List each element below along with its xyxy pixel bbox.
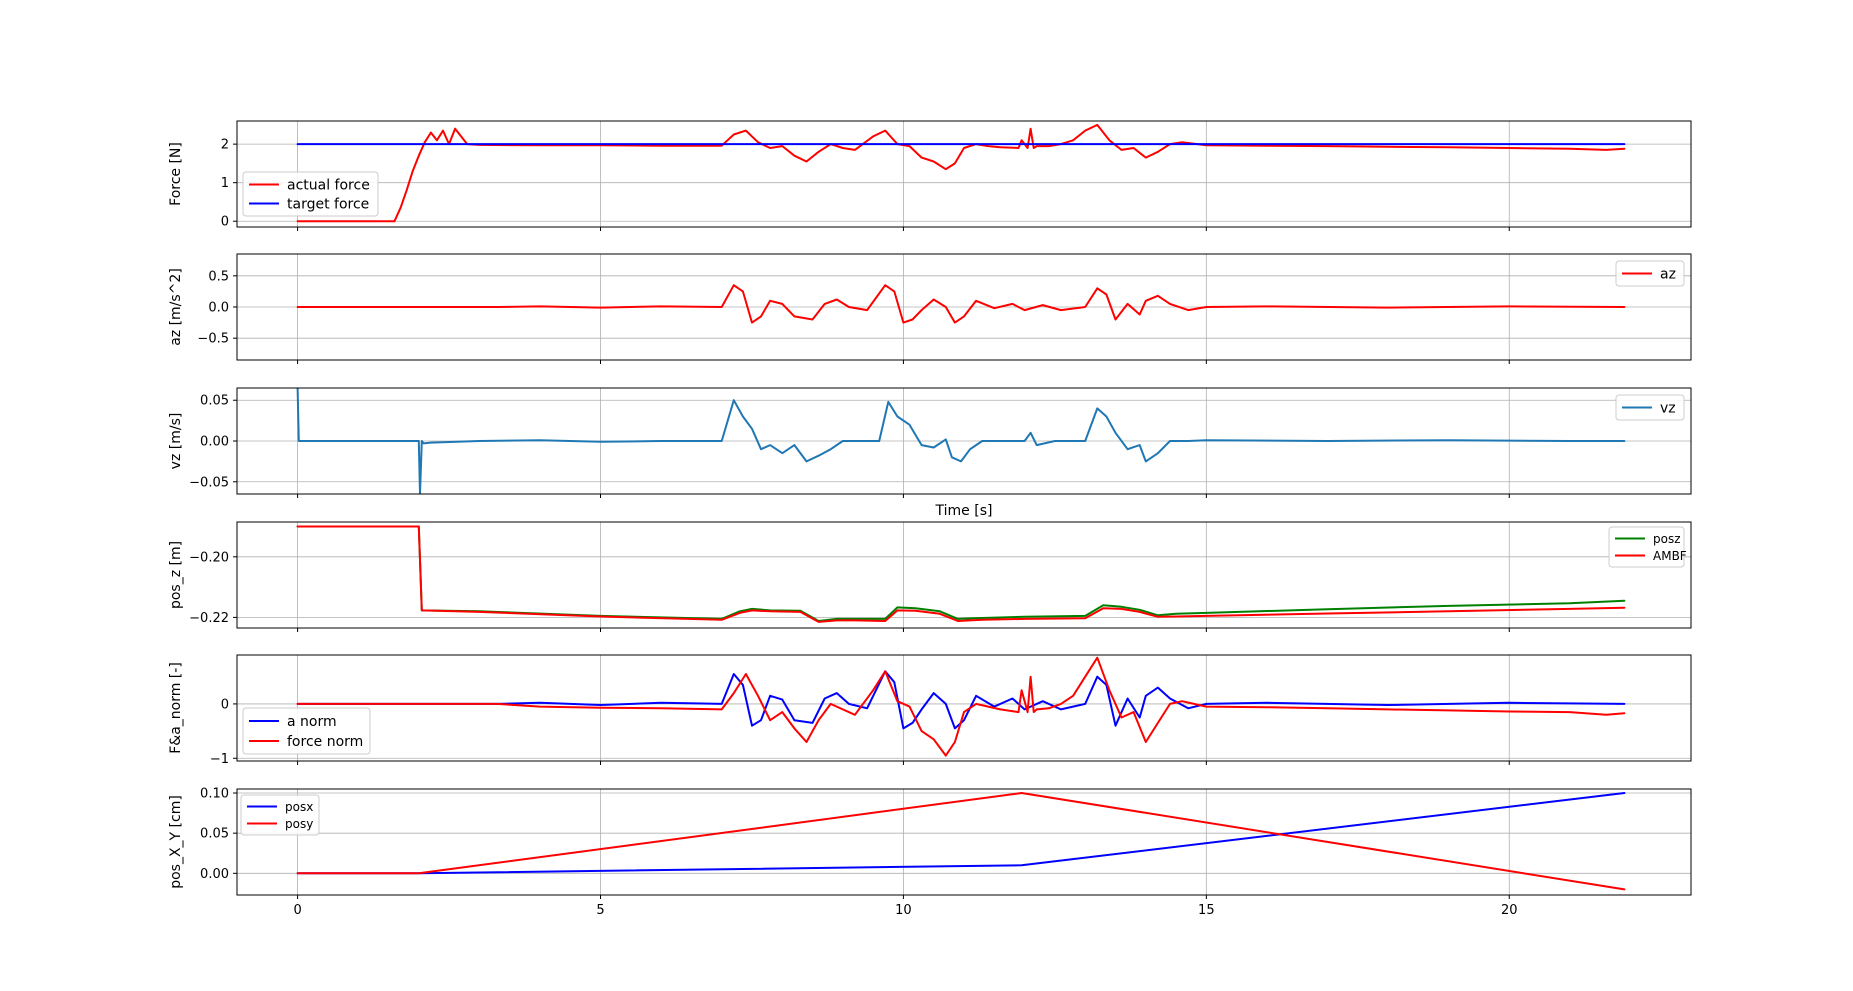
- subplot-3: −0.22 −0.20 pos_z [m] posz AMBF: [168, 521, 1692, 632]
- x-tick-label: 0: [293, 903, 301, 918]
- series-line-az: [296, 284, 1626, 324]
- axes-frame: [236, 120, 1692, 228]
- y-tick-label: 0.00: [200, 867, 229, 882]
- series-line-AMBF: [296, 525, 1626, 623]
- legend-label: force norm: [287, 734, 363, 750]
- axes-frame: [236, 788, 1692, 896]
- y-tick-label: 0.00: [200, 435, 229, 450]
- series-line-a norm: [296, 670, 1626, 730]
- y-axis-label: az [m/s^2]: [168, 268, 184, 346]
- legend-frame: [242, 707, 371, 755]
- subplot-0: 0 1 2 Force [N] actual force target force: [168, 120, 1692, 231]
- subplots: 0 1 2 Force [N] actual force target force −0.5…: [168, 120, 1692, 918]
- legend-frame: [240, 794, 320, 836]
- legend-label: AMBF: [1653, 549, 1687, 563]
- subplot-5: 0.00 0.05 0.10 0 5 10 15 20 pos_X_Y [cm] posx posy: [168, 787, 1692, 918]
- legend-label: posx: [285, 800, 313, 814]
- y-tick-label: 0: [221, 697, 229, 712]
- y-tick-label: −0.20: [189, 550, 229, 565]
- y-axis-label: vz [m/s]: [168, 413, 184, 470]
- y-tick-label: 0.10: [200, 787, 229, 802]
- y-tick-label: −0.05: [189, 475, 229, 490]
- y-tick-label: 1: [221, 176, 229, 191]
- legend: vz: [1615, 394, 1685, 421]
- subplot-4: −1 0 F&a_norm [-] a norm force norm: [168, 654, 1692, 767]
- subplot-2: −0.05 0.00 0.05 vz [m/s] Time [s] vz: [168, 387, 1692, 519]
- axes-frame: [236, 654, 1692, 762]
- y-tick-label: −1: [210, 752, 229, 767]
- legend: actual force target force: [242, 171, 379, 217]
- y-tick-label: −0.5: [197, 332, 229, 347]
- legend-label: a norm: [287, 714, 337, 730]
- y-axis-label: F&a_norm [-]: [168, 662, 184, 754]
- x-axis-label: Time [s]: [935, 503, 993, 519]
- y-axis-label: pos_z [m]: [168, 541, 184, 609]
- legend: posx posy: [240, 794, 320, 836]
- y-axis-label: pos_X_Y [cm]: [168, 795, 184, 889]
- legend-label: vz: [1660, 401, 1676, 417]
- y-tick-label: −0.22: [189, 611, 229, 626]
- x-tick-label: 15: [1198, 903, 1215, 918]
- legend-frame: [242, 171, 379, 217]
- legend: posz AMBF: [1608, 526, 1687, 568]
- legend-label: az: [1660, 267, 1676, 283]
- legend: az: [1615, 260, 1685, 287]
- x-tick-label: 20: [1501, 903, 1518, 918]
- y-tick-label: 0.05: [200, 827, 229, 842]
- y-tick-label: 2: [221, 138, 229, 153]
- series-line-vz: [296, 388, 1626, 494]
- x-tick-label: 10: [895, 903, 912, 918]
- y-tick-label: 0: [221, 215, 229, 230]
- y-tick-label: 0.5: [208, 269, 229, 284]
- y-axis-label: Force [N]: [168, 142, 184, 206]
- series-line-force norm: [296, 656, 1626, 757]
- series-line-actual force: [296, 123, 1626, 223]
- legend-label: posz: [1653, 532, 1681, 546]
- legend-label: actual force: [287, 178, 370, 194]
- x-tick-label: 5: [596, 903, 604, 918]
- y-tick-label: 0.0: [208, 301, 229, 316]
- axes-frame: [236, 521, 1692, 629]
- subplot-1: −0.5 0.0 0.5 az [m/s^2] az: [168, 253, 1692, 364]
- legend-frame: [1608, 526, 1685, 568]
- legend-label: target force: [287, 197, 369, 213]
- legend-label: posy: [285, 817, 313, 831]
- y-tick-label: 0.05: [200, 394, 229, 409]
- series-line-posy: [296, 792, 1626, 891]
- legend: a norm force norm: [242, 707, 371, 755]
